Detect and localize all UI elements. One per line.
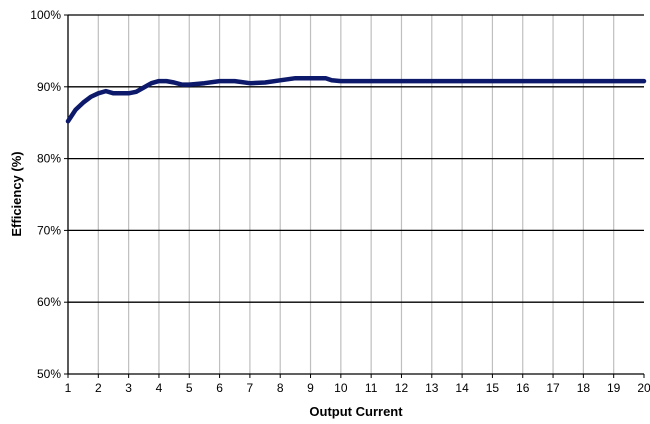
x-tick-label: 9	[307, 381, 314, 395]
x-tick-label: 12	[395, 381, 409, 395]
x-tick-label: 2	[95, 381, 102, 395]
x-axis-title: Output Current	[309, 404, 403, 419]
y-tick-label: 100%	[30, 8, 61, 22]
x-tick-label: 11	[365, 381, 378, 395]
x-tick-label: 18	[577, 381, 591, 395]
x-tick-label: 16	[516, 381, 530, 395]
x-tick-label: 1	[65, 381, 72, 395]
x-tick-label: 3	[125, 381, 132, 395]
vertical-gridlines	[97, 15, 615, 374]
x-tick-label: 20	[637, 381, 650, 395]
y-tick-label: 80%	[37, 152, 61, 166]
x-axis-ticks: 1 2 3 4 5 6 7 8 9 10 11 12 13 14 15 16 17 18 19 20	[65, 374, 650, 395]
x-tick-label: 4	[156, 381, 163, 395]
x-tick-label: 8	[277, 381, 284, 395]
x-tick-label: 5	[186, 381, 193, 395]
x-tick-label: 6	[216, 381, 223, 395]
x-tick-label: 13	[425, 381, 439, 395]
axes	[67, 15, 644, 375]
y-tick-label: 90%	[37, 80, 61, 94]
y-tick-label: 70%	[37, 223, 61, 237]
x-tick-label: 17	[546, 381, 560, 395]
efficiency-series-line	[65, 75, 647, 124]
x-tick-label: 10	[334, 381, 348, 395]
x-tick-label: 19	[607, 381, 621, 395]
horizontal-gridlines	[68, 14, 644, 303]
series-group	[65, 75, 647, 124]
x-tick-label: 14	[455, 381, 469, 395]
y-axis-title: Efficiency (%)	[9, 151, 24, 236]
y-tick-label: 50%	[37, 367, 61, 381]
y-tick-label: 60%	[37, 295, 61, 309]
y-axis-ticks: 50% 60% 70% 80% 90% 100%	[30, 8, 68, 381]
x-tick-label: 15	[486, 381, 500, 395]
x-tick-label: 7	[247, 381, 254, 395]
